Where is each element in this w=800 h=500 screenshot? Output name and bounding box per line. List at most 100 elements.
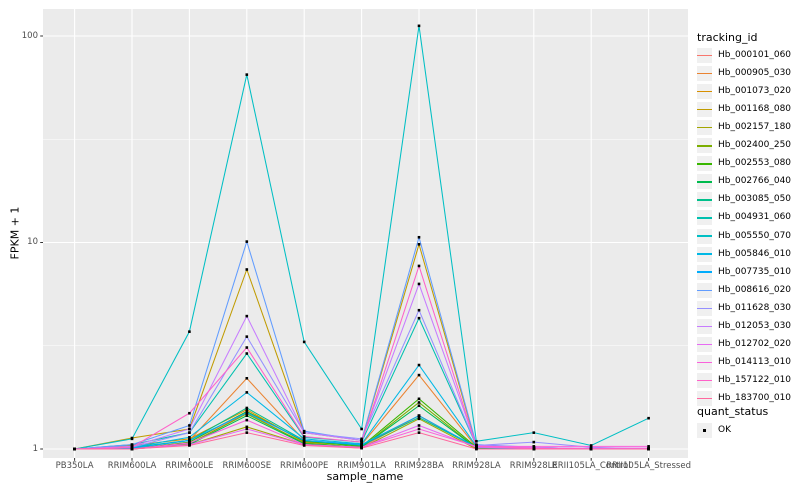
y-tick-label: 100 xyxy=(21,30,38,41)
data-point xyxy=(417,431,421,434)
data-point xyxy=(417,397,421,401)
legend-label: Hb_000101_060 xyxy=(718,50,792,60)
data-point xyxy=(417,404,421,408)
data-point xyxy=(130,445,134,449)
x-tick-label: RRIM600PE xyxy=(280,461,329,471)
legend-label: Hb_002766_040 xyxy=(718,176,792,187)
data-point xyxy=(245,414,249,417)
legend-label: Hb_002157_180 xyxy=(718,122,792,133)
data-point xyxy=(475,447,478,451)
data-point xyxy=(302,439,306,442)
data-point xyxy=(417,316,421,320)
legend-title-tracking-id: tracking_id xyxy=(697,31,758,44)
data-point xyxy=(245,376,249,380)
data-point xyxy=(245,418,249,422)
data-point xyxy=(532,431,536,434)
data-point xyxy=(360,443,363,446)
data-point xyxy=(417,416,421,419)
data-point xyxy=(188,411,191,415)
data-point xyxy=(188,441,191,445)
legend-key-line-icon xyxy=(697,307,712,309)
legend-key-line-icon xyxy=(697,217,712,219)
legend-label: Hb_012702_020 xyxy=(718,338,792,349)
data-point xyxy=(188,437,191,441)
legend-key-swatch xyxy=(697,210,712,226)
legend-key-line-icon xyxy=(697,289,712,291)
data-point xyxy=(245,352,249,355)
legend-label: Hb_002400_250 xyxy=(718,140,792,151)
legend-label: Hb_003085_050 xyxy=(718,194,792,205)
legend-key-line-icon xyxy=(697,343,712,346)
data-point xyxy=(475,439,478,443)
legend-key-swatch xyxy=(697,336,712,352)
y-axis-title: FPKM + 1 xyxy=(8,206,22,260)
legend-key-line-icon xyxy=(697,109,712,111)
data-point xyxy=(188,431,191,434)
legend-key-swatch xyxy=(697,282,712,298)
legend-key-swatch xyxy=(697,372,712,388)
data-point xyxy=(417,243,421,246)
data-point xyxy=(647,416,650,420)
data-point xyxy=(360,427,363,431)
x-tick-label: PB350LA xyxy=(55,461,94,471)
data-point xyxy=(532,447,536,451)
x-tick-label: RRIM600LA xyxy=(107,461,157,471)
data-point xyxy=(360,437,363,441)
data-point xyxy=(130,443,134,446)
x-tick-label: RRII105LA_Stressed xyxy=(606,461,691,471)
data-point xyxy=(532,445,536,448)
legend-key-swatch xyxy=(697,138,712,154)
y-tick-label: 10 xyxy=(27,237,38,247)
legend-label: Hb_005846_010 xyxy=(718,248,792,259)
data-point xyxy=(360,440,363,444)
legend-label: Hb_014113_010 xyxy=(718,356,792,367)
legend-key-swatch xyxy=(697,102,712,118)
data-point xyxy=(417,424,421,427)
x-tick-label: RRIM600LE xyxy=(165,461,214,471)
x-tick-label: RRII105LA_Control xyxy=(551,461,631,471)
x-tick-label: RRIM928BA xyxy=(394,461,444,471)
data-point xyxy=(417,414,421,417)
data-point xyxy=(188,435,191,439)
legend-key-swatch xyxy=(697,354,712,370)
data-point xyxy=(245,406,249,410)
data-point xyxy=(417,264,421,268)
data-point xyxy=(589,445,593,448)
data-point xyxy=(417,282,421,286)
legend-key-swatch xyxy=(697,156,712,172)
legend-label: Hb_008616_020 xyxy=(718,284,792,295)
legend-key-line-icon xyxy=(697,379,712,382)
data-point xyxy=(188,444,191,447)
data-point xyxy=(302,431,306,434)
legend-key-line-icon xyxy=(697,235,712,237)
data-point xyxy=(130,447,134,451)
legend-key-swatch xyxy=(697,246,712,262)
x-tick-label: RRIM600SE xyxy=(222,461,272,471)
data-point xyxy=(417,363,421,367)
legend-key-swatch xyxy=(697,318,712,334)
legend-key-swatch xyxy=(697,48,712,63)
legend-key-line-icon xyxy=(697,90,712,93)
data-point xyxy=(647,445,650,448)
legend-label: Hb_012053_030 xyxy=(718,320,792,331)
legend-key-line-icon xyxy=(697,181,712,183)
data-point xyxy=(302,435,306,438)
legend-label: Hb_157122_010 xyxy=(718,374,792,385)
legend-label: OK xyxy=(718,425,731,435)
data-point xyxy=(245,314,249,318)
legend-key-line-icon xyxy=(697,361,712,364)
legend-key-swatch xyxy=(697,264,712,280)
data-point xyxy=(532,440,536,444)
legend-key-line-icon xyxy=(697,145,712,147)
legend-key-swatch xyxy=(697,84,712,100)
data-point xyxy=(188,427,191,431)
data-point xyxy=(245,431,249,434)
legend-key-swatch xyxy=(697,423,712,438)
data-point xyxy=(302,340,306,344)
data-point xyxy=(589,447,593,451)
data-point xyxy=(302,437,306,441)
data-point xyxy=(245,268,249,271)
data-point xyxy=(475,445,478,448)
legend-key-swatch xyxy=(697,66,712,82)
